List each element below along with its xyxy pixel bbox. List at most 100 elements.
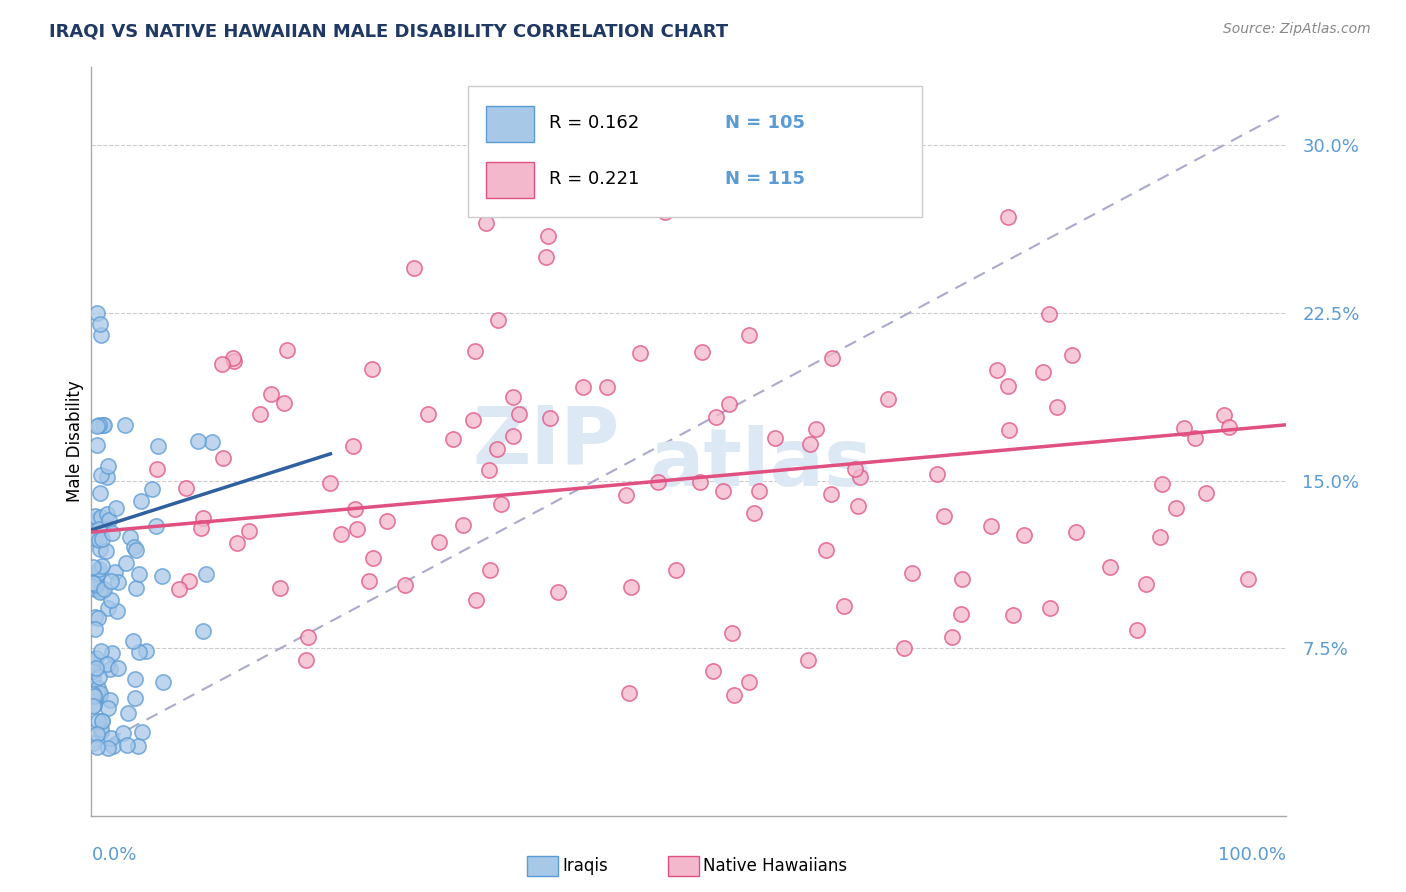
Point bbox=[98, 693, 121, 707]
Point bbox=[125, 543, 148, 558]
Point bbox=[86, 727, 108, 741]
Point bbox=[620, 580, 643, 594]
Point bbox=[572, 380, 595, 394]
Point bbox=[238, 524, 260, 538]
Point bbox=[118, 531, 141, 545]
Point bbox=[86, 661, 108, 675]
Point bbox=[508, 408, 530, 422]
FancyBboxPatch shape bbox=[468, 86, 922, 217]
Point bbox=[84, 571, 107, 585]
Point bbox=[128, 645, 150, 659]
Point bbox=[91, 583, 114, 598]
Point bbox=[628, 345, 651, 359]
Point bbox=[87, 562, 110, 576]
Point bbox=[114, 556, 136, 570]
Point bbox=[107, 661, 129, 675]
Point bbox=[100, 731, 122, 745]
Point bbox=[832, 599, 855, 613]
Point bbox=[112, 725, 135, 739]
Point bbox=[152, 675, 174, 690]
Point bbox=[900, 566, 922, 580]
Text: R = 0.221: R = 0.221 bbox=[550, 170, 640, 188]
Point bbox=[97, 741, 120, 756]
Point bbox=[84, 622, 107, 636]
Point bbox=[404, 261, 426, 276]
Point bbox=[986, 363, 1008, 377]
Point bbox=[464, 592, 486, 607]
Point bbox=[82, 665, 104, 679]
Text: N = 115: N = 115 bbox=[725, 170, 804, 188]
Point bbox=[89, 486, 111, 500]
FancyBboxPatch shape bbox=[486, 106, 534, 142]
Point bbox=[127, 739, 149, 753]
Point bbox=[86, 566, 108, 580]
Point bbox=[346, 522, 368, 536]
Point bbox=[950, 607, 973, 622]
Point bbox=[82, 656, 104, 670]
Point bbox=[1001, 607, 1024, 622]
Point bbox=[538, 411, 561, 425]
Point bbox=[893, 641, 915, 656]
Point bbox=[86, 437, 108, 451]
Point bbox=[187, 434, 209, 449]
Point bbox=[87, 512, 110, 526]
Point bbox=[90, 510, 112, 524]
Point bbox=[83, 610, 105, 624]
Point bbox=[706, 410, 728, 425]
Point bbox=[932, 508, 955, 523]
Point bbox=[997, 379, 1019, 393]
Point bbox=[647, 475, 669, 489]
Point bbox=[619, 686, 641, 700]
Point bbox=[502, 390, 524, 404]
Point bbox=[748, 483, 770, 498]
Point bbox=[723, 689, 745, 703]
Point bbox=[91, 559, 114, 574]
Point bbox=[82, 576, 104, 591]
Text: Iraqis: Iraqis bbox=[562, 857, 609, 875]
Point bbox=[83, 698, 105, 712]
Point bbox=[225, 536, 247, 550]
Point bbox=[273, 396, 295, 410]
Point bbox=[689, 475, 711, 490]
Text: 100.0%: 100.0% bbox=[1219, 847, 1286, 864]
Point bbox=[941, 630, 963, 644]
Point bbox=[269, 581, 291, 595]
Point bbox=[190, 521, 212, 535]
Point bbox=[89, 686, 111, 700]
Point bbox=[485, 442, 508, 457]
Point bbox=[799, 437, 821, 451]
Point bbox=[91, 532, 114, 546]
Point bbox=[950, 572, 973, 586]
FancyBboxPatch shape bbox=[486, 162, 534, 198]
Point bbox=[90, 644, 112, 658]
Point bbox=[82, 687, 104, 701]
Point bbox=[86, 418, 108, 433]
Point bbox=[1039, 600, 1062, 615]
Point bbox=[104, 566, 127, 580]
Point bbox=[821, 351, 844, 365]
Point bbox=[463, 413, 485, 427]
Point bbox=[91, 714, 114, 728]
Point bbox=[150, 568, 173, 582]
Point bbox=[744, 506, 766, 520]
Point bbox=[82, 672, 104, 686]
Point bbox=[276, 343, 298, 358]
Point bbox=[1164, 501, 1187, 516]
Point bbox=[1126, 623, 1149, 637]
Point bbox=[194, 567, 217, 582]
Point bbox=[90, 468, 112, 483]
Point bbox=[107, 604, 129, 618]
Point bbox=[721, 626, 744, 640]
Point bbox=[222, 351, 245, 366]
Point bbox=[375, 514, 398, 528]
Point bbox=[614, 488, 637, 502]
Point bbox=[94, 544, 117, 558]
Point bbox=[474, 217, 498, 231]
Point bbox=[737, 675, 759, 690]
Point bbox=[114, 417, 136, 432]
Point bbox=[141, 482, 163, 496]
Point bbox=[453, 517, 475, 532]
Point bbox=[83, 690, 105, 704]
Point bbox=[763, 431, 786, 445]
Point bbox=[91, 714, 114, 729]
